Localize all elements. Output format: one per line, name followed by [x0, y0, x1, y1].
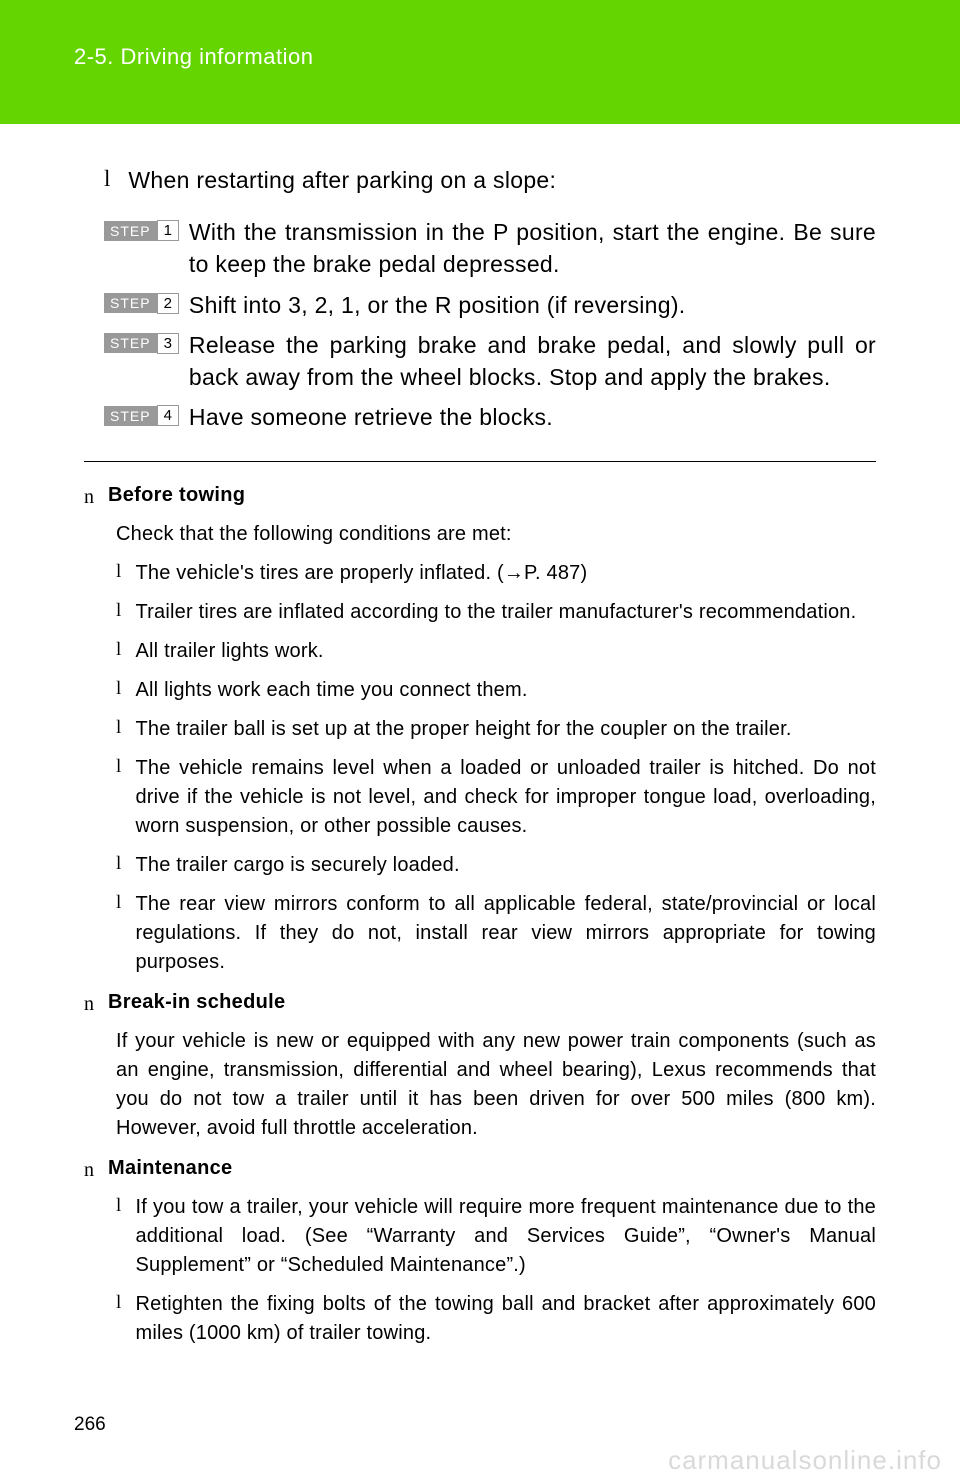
- section-body: Check that the following conditions are …: [116, 520, 876, 977]
- step-label: STEP: [104, 333, 157, 353]
- item-text: All trailer lights work.: [135, 637, 876, 666]
- item-text: All lights work each time you connect th…: [135, 676, 876, 705]
- divider: [84, 461, 876, 462]
- n-marker: n: [84, 484, 94, 510]
- step-label: STEP: [104, 221, 157, 241]
- section-title: Break-in schedule: [108, 991, 285, 1014]
- page-number: 266: [74, 1414, 106, 1436]
- list-item: l If you tow a trailer, your vehicle will…: [116, 1193, 876, 1280]
- step-label: STEP: [104, 293, 157, 313]
- n-marker: n: [84, 1157, 94, 1183]
- item-text: The trailer cargo is securely loaded.: [135, 851, 876, 880]
- step-label: STEP: [104, 406, 157, 426]
- item-text: Retighten the fixing bolts of the towing…: [135, 1290, 876, 1348]
- step-badge: STEP 1: [104, 220, 179, 241]
- section-maintenance: n Maintenance l If you tow a trailer, you…: [84, 1157, 876, 1348]
- section-before-towing: n Before towing Check that the following…: [84, 484, 876, 977]
- item-text: The vehicle remains level when a loaded …: [135, 754, 876, 841]
- bullet-marker: l: [116, 598, 121, 625]
- section-break-in: n Break-in schedule If your vehicle is n…: [84, 991, 876, 1143]
- list-item: l The vehicle remains level when a loaded…: [116, 754, 876, 841]
- list-item: l The rear view mirrors conform to all ap…: [116, 890, 876, 977]
- step-badge: STEP 2: [104, 293, 179, 314]
- page-content: l When restarting after parking on a slo…: [0, 124, 960, 1348]
- step-text: Have someone retrieve the blocks.: [189, 401, 876, 433]
- list-item: l All trailer lights work.: [116, 637, 876, 666]
- step-text: Release the parking brake and brake peda…: [189, 329, 876, 393]
- bullet-marker: l: [116, 851, 121, 878]
- section-label: 2-5. Driving information: [74, 44, 960, 70]
- item-text: The rear view mirrors conform to all app…: [135, 890, 876, 977]
- bullet-marker: l: [116, 559, 121, 586]
- step-number: 4: [157, 405, 179, 426]
- section-title: Before towing: [108, 484, 245, 507]
- section-intro: Check that the following conditions are …: [116, 520, 876, 549]
- item-text: The vehicle's tires are properly inflate…: [135, 559, 876, 588]
- bullet-marker: l: [116, 1193, 121, 1220]
- bullet-marker: l: [116, 1290, 121, 1317]
- step-number: 1: [157, 220, 179, 241]
- section-title: Maintenance: [108, 1157, 232, 1180]
- bullet-marker: l: [116, 637, 121, 664]
- step-badge: STEP 3: [104, 333, 179, 354]
- list-item: l The trailer cargo is securely loaded.: [116, 851, 876, 880]
- bullet-marker: l: [116, 676, 121, 703]
- section-head: n Before towing: [84, 484, 876, 510]
- list-item: l The trailer ball is set up at the prope…: [116, 715, 876, 744]
- list-item: l Retighten the fixing bolts of the towin…: [116, 1290, 876, 1348]
- step-number: 3: [157, 333, 179, 354]
- bullet-marker: l: [116, 715, 121, 742]
- n-marker: n: [84, 991, 94, 1017]
- section-body: If your vehicle is new or equipped with …: [116, 1027, 876, 1143]
- intro-line: l When restarting after parking on a slo…: [104, 164, 876, 196]
- step-number: 2: [157, 293, 179, 314]
- watermark: carmanualsonline.info: [668, 1445, 942, 1476]
- step-text: Shift into 3, 2, 1, or the R position (i…: [189, 289, 876, 321]
- bullet-marker: l: [104, 164, 110, 194]
- step-row: STEP 1 With the transmission in the P po…: [104, 216, 876, 280]
- item-text: The trailer ball is set up at the proper…: [135, 715, 876, 744]
- list-item: l All lights work each time you connect t…: [116, 676, 876, 705]
- list-item: l The vehicle's tires are properly inflat…: [116, 559, 876, 588]
- bullet-marker: l: [116, 754, 121, 781]
- section-head: n Break-in schedule: [84, 991, 876, 1017]
- step-text: With the transmission in the P position,…: [189, 216, 876, 280]
- step-badge: STEP 4: [104, 405, 179, 426]
- intro-text: When restarting after parking on a slope…: [128, 164, 556, 196]
- step-row: STEP 2 Shift into 3, 2, 1, or the R posi…: [104, 289, 876, 321]
- item-text: Trailer tires are inflated according to …: [135, 598, 876, 627]
- bullet-marker: l: [116, 890, 121, 917]
- section-body: l If you tow a trailer, your vehicle will…: [116, 1193, 876, 1348]
- header-band: 2-5. Driving information: [0, 0, 960, 124]
- step-row: STEP 3 Release the parking brake and bra…: [104, 329, 876, 393]
- step-row: STEP 4 Have someone retrieve the blocks.: [104, 401, 876, 433]
- section-head: n Maintenance: [84, 1157, 876, 1183]
- item-text: If you tow a trailer, your vehicle will …: [135, 1193, 876, 1280]
- list-item: l Trailer tires are inflated according to…: [116, 598, 876, 627]
